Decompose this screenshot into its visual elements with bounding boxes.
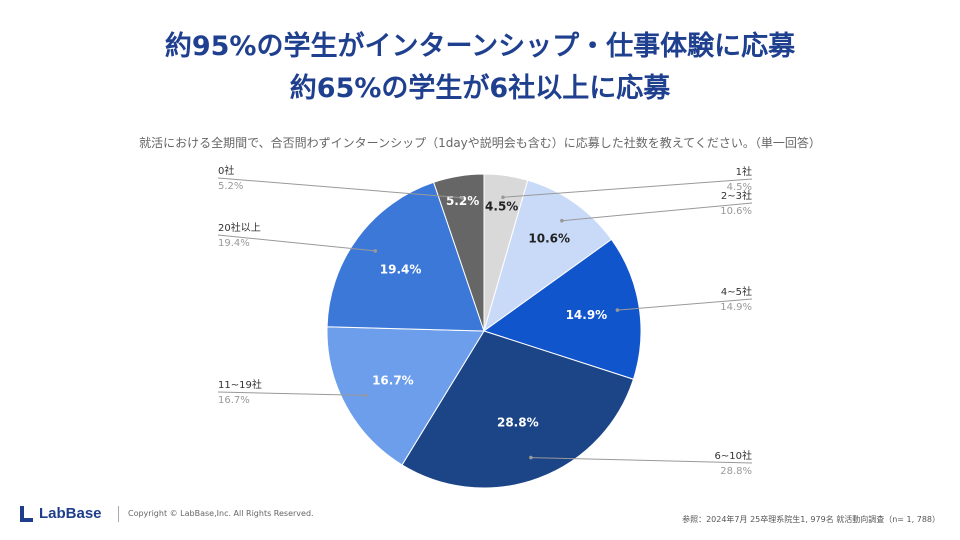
callout-line-2 — [561, 202, 753, 222]
callout-percent-6: 19.4% — [218, 238, 250, 249]
callout-dot-7 — [460, 196, 464, 200]
logo-text: LabBase — [39, 505, 102, 522]
chart-title-line1: 約95%の学生がインターンシップ・仕事体験に応募 — [164, 31, 796, 62]
copyright-text: Copyright © LabBase,Inc. All Rights Rese… — [128, 509, 314, 518]
callout-percent-2: 10.6% — [720, 206, 752, 217]
callout-line-3 — [617, 298, 753, 311]
callout-category-1: 1社 — [736, 165, 752, 178]
footer-divider — [118, 506, 119, 522]
chart-title-line2: 約65%の学生が6社以上に応募 — [289, 73, 671, 104]
callout-percent-7: 5.2% — [218, 181, 243, 192]
callout-line-1 — [502, 178, 753, 198]
survey-question: 就活における全期間で、合否問わずインターンシップ（1dayや説明会も含む）に応募… — [139, 136, 821, 150]
slice-value-label-2: 10.6% — [528, 232, 570, 246]
callout-line-5 — [217, 391, 366, 396]
callout-dot-3 — [615, 308, 620, 312]
slice-value-label-1: 4.5% — [485, 200, 518, 214]
callout-category-7: 0社 — [218, 164, 234, 177]
callout-category-3: 4~5社 — [721, 285, 752, 298]
slice-value-label-6: 19.4% — [380, 263, 422, 277]
callout-percent-4: 28.8% — [720, 466, 752, 477]
pie-slice-7 — [433, 173, 485, 332]
callout-percent-1: 4.5% — [727, 182, 752, 193]
callout-percent-5: 16.7% — [218, 395, 250, 406]
pie-slice-2 — [483, 179, 613, 333]
pie-slice-3 — [482, 238, 642, 380]
slice-value-label-7: 5.2% — [446, 194, 479, 208]
labbase-logo-icon — [20, 505, 33, 522]
callout-category-4: 6~10社 — [715, 449, 752, 462]
pie-slice-6 — [326, 181, 485, 332]
callout-dot-5 — [363, 393, 368, 398]
callout-category-6: 20社以上 — [218, 221, 261, 234]
labbase-logo: LabBase — [20, 505, 102, 522]
callout-line-4 — [530, 457, 753, 464]
source-note: 参照：2024年7月 25卒理系院生1, 979名 就活動向調査（n= 1, 7… — [682, 515, 940, 524]
slice-value-label-3: 14.9% — [566, 308, 608, 322]
callout-line-6 — [217, 234, 376, 252]
callout-percent-3: 14.9% — [720, 302, 752, 313]
callout-category-2: 2~3社 — [721, 189, 752, 202]
pie-slice-5 — [326, 326, 485, 466]
slice-value-label-5: 16.7% — [372, 373, 414, 387]
pie-slice-4 — [401, 330, 635, 489]
slice-value-label-4: 28.8% — [497, 415, 539, 429]
callout-category-5: 11~19社 — [218, 378, 262, 391]
callout-line-7 — [217, 177, 463, 199]
